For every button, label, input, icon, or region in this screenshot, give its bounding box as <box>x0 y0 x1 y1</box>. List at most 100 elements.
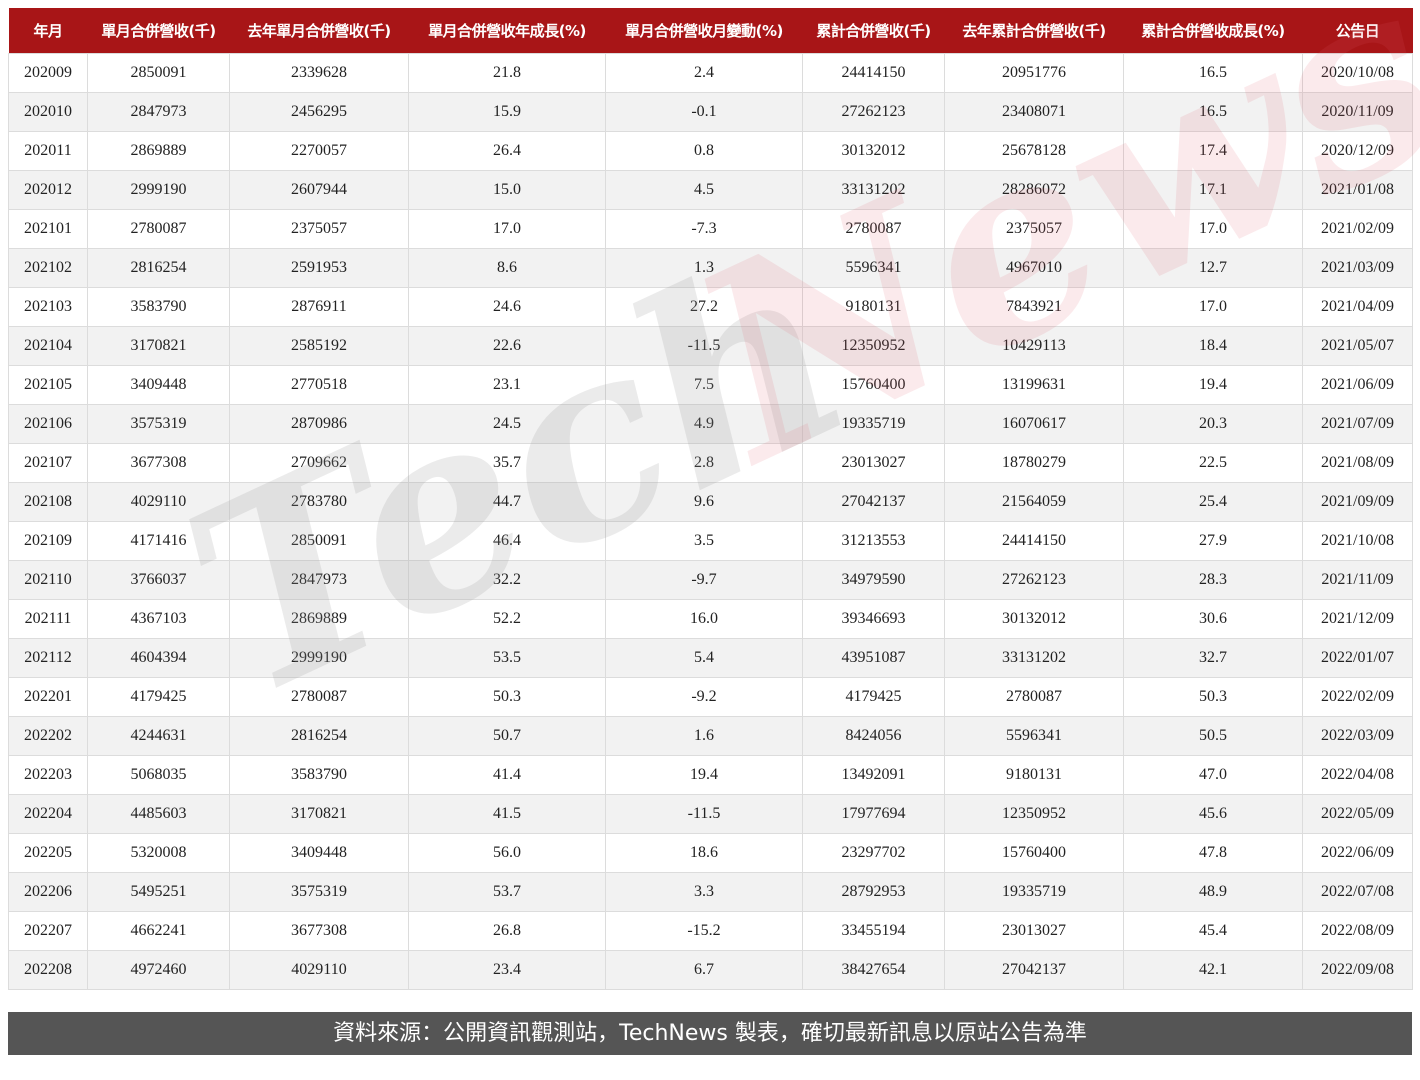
revenue-table: 年月 單月合併營收(千) 去年單月合併營收(千) 單月合併營收年成長(%) 單月合併營收… <box>8 8 1413 990</box>
table-cell: 18780279 <box>944 443 1124 483</box>
table-cell: 30.6 <box>1123 599 1303 639</box>
table-cell: 22.6 <box>408 326 606 366</box>
table-cell: 43951087 <box>802 638 945 678</box>
table-cell: 30132012 <box>802 131 945 171</box>
table-cell: -9.2 <box>605 677 803 717</box>
table-cell: 2847973 <box>229 560 409 600</box>
table-cell: 15760400 <box>802 365 945 405</box>
table-cell: 12350952 <box>802 326 945 366</box>
table-cell: 2021/02/09 <box>1302 209 1413 249</box>
table-cell: 35.7 <box>408 443 606 483</box>
table-cell: 202106 <box>8 404 88 444</box>
table-cell: 4367103 <box>87 599 230 639</box>
table-row: 202111 4367103 2869889 52.2 16.0 39346693 3013… <box>8 599 1413 639</box>
table-cell: 202207 <box>8 911 88 951</box>
table-cell: 17.0 <box>1123 287 1303 327</box>
table-cell: 202203 <box>8 755 88 795</box>
table-row: 202112 4604394 2999190 53.5 5.4 43951087 33131… <box>8 638 1413 678</box>
table-cell: 13492091 <box>802 755 945 795</box>
table-cell: 2816254 <box>87 248 230 288</box>
table-cell: 17.0 <box>1123 209 1303 249</box>
table-cell: 2020/10/08 <box>1302 53 1413 93</box>
table-cell: 13199631 <box>944 365 1124 405</box>
table-cell: 22.5 <box>1123 443 1303 483</box>
table-cell: 202009 <box>8 53 88 93</box>
table-cell: 2270057 <box>229 131 409 171</box>
table-cell: 53.7 <box>408 872 606 912</box>
table-cell: 2021/12/09 <box>1302 599 1413 639</box>
table-row: 202105 3409448 2770518 23.1 7.5 15760400 13199… <box>8 365 1413 405</box>
table-cell: 9.6 <box>605 482 803 522</box>
table-cell: 16.0 <box>605 599 803 639</box>
table-cell: 45.4 <box>1123 911 1303 951</box>
table-cell: 20951776 <box>944 53 1124 93</box>
table-cell: 8.6 <box>408 248 606 288</box>
column-header: 去年累計合併營收(千) <box>944 8 1124 54</box>
table-row: 202201 4179425 2780087 50.3 -9.2 4179425 27800… <box>8 677 1413 717</box>
table-row: 202103 3583790 2876911 24.6 27.2 9180131 78439… <box>8 287 1413 327</box>
table-cell: 5596341 <box>944 716 1124 756</box>
table-cell: 5068035 <box>87 755 230 795</box>
table-cell: 2869889 <box>87 131 230 171</box>
table-cell: 32.2 <box>408 560 606 600</box>
table-cell: 2021/08/09 <box>1302 443 1413 483</box>
table-cell: 2780087 <box>944 677 1124 717</box>
table-cell: 4171416 <box>87 521 230 561</box>
table-cell: -0.1 <box>605 92 803 132</box>
table-cell: 33455194 <box>802 911 945 951</box>
table-cell: 202202 <box>8 716 88 756</box>
table-row: 202102 2816254 2591953 8.6 1.3 5596341 4967010… <box>8 248 1413 288</box>
table-cell: 5.4 <box>605 638 803 678</box>
source-footer: 資料來源：公開資訊觀測站，TechNews 製表，確切最新訊息以原站公告為準 <box>8 1012 1412 1055</box>
table-cell: 2876911 <box>229 287 409 327</box>
table-cell: 2709662 <box>229 443 409 483</box>
table-cell: 202102 <box>8 248 88 288</box>
table-cell: 2591953 <box>229 248 409 288</box>
table-cell: 202204 <box>8 794 88 834</box>
column-header: 單月合併營收(千) <box>87 8 230 54</box>
table-row: 202203 5068035 3583790 41.4 19.4 13492091 9180… <box>8 755 1413 795</box>
table-row: 202010 2847973 2456295 15.9 -0.1 27262123 2340… <box>8 92 1413 132</box>
table-row: 202106 3575319 2870986 24.5 4.9 19335719 16070… <box>8 404 1413 444</box>
table-cell: 2780087 <box>87 209 230 249</box>
table-cell: 4662241 <box>87 911 230 951</box>
table-cell: 2847973 <box>87 92 230 132</box>
table-cell: 18.4 <box>1123 326 1303 366</box>
table-cell: 45.6 <box>1123 794 1303 834</box>
table-cell: 56.0 <box>408 833 606 873</box>
table-cell: 202104 <box>8 326 88 366</box>
table-cell: 27042137 <box>944 950 1124 990</box>
table-cell: 7.5 <box>605 365 803 405</box>
table-cell: 2021/11/09 <box>1302 560 1413 600</box>
table-cell: 2021/06/09 <box>1302 365 1413 405</box>
table-cell: 52.2 <box>408 599 606 639</box>
table-cell: 8424056 <box>802 716 945 756</box>
table-cell: 2375057 <box>944 209 1124 249</box>
table-cell: 202010 <box>8 92 88 132</box>
table-cell: 2869889 <box>229 599 409 639</box>
table-cell: 2780087 <box>802 209 945 249</box>
table-cell: 24.6 <box>408 287 606 327</box>
table-cell: 41.5 <box>408 794 606 834</box>
table-cell: 6.7 <box>605 950 803 990</box>
table-cell: 16.5 <box>1123 53 1303 93</box>
table-cell: 24414150 <box>944 521 1124 561</box>
table-cell: 2022/02/09 <box>1302 677 1413 717</box>
table-cell: 202101 <box>8 209 88 249</box>
table-cell: 5320008 <box>87 833 230 873</box>
table-cell: 26.8 <box>408 911 606 951</box>
table-cell: 4604394 <box>87 638 230 678</box>
table-cell: 2022/05/09 <box>1302 794 1413 834</box>
table-cell: 28286072 <box>944 170 1124 210</box>
table-cell: 3677308 <box>229 911 409 951</box>
table-row: 202101 2780087 2375057 17.0 -7.3 2780087 23750… <box>8 209 1413 249</box>
table-cell: 3575319 <box>229 872 409 912</box>
table-cell: 47.8 <box>1123 833 1303 873</box>
table-cell: 53.5 <box>408 638 606 678</box>
table-cell: 42.1 <box>1123 950 1303 990</box>
table-cell: 2020/11/09 <box>1302 92 1413 132</box>
table-cell: 16070617 <box>944 404 1124 444</box>
table-cell: 17977694 <box>802 794 945 834</box>
table-cell: 12350952 <box>944 794 1124 834</box>
table-cell: -15.2 <box>605 911 803 951</box>
